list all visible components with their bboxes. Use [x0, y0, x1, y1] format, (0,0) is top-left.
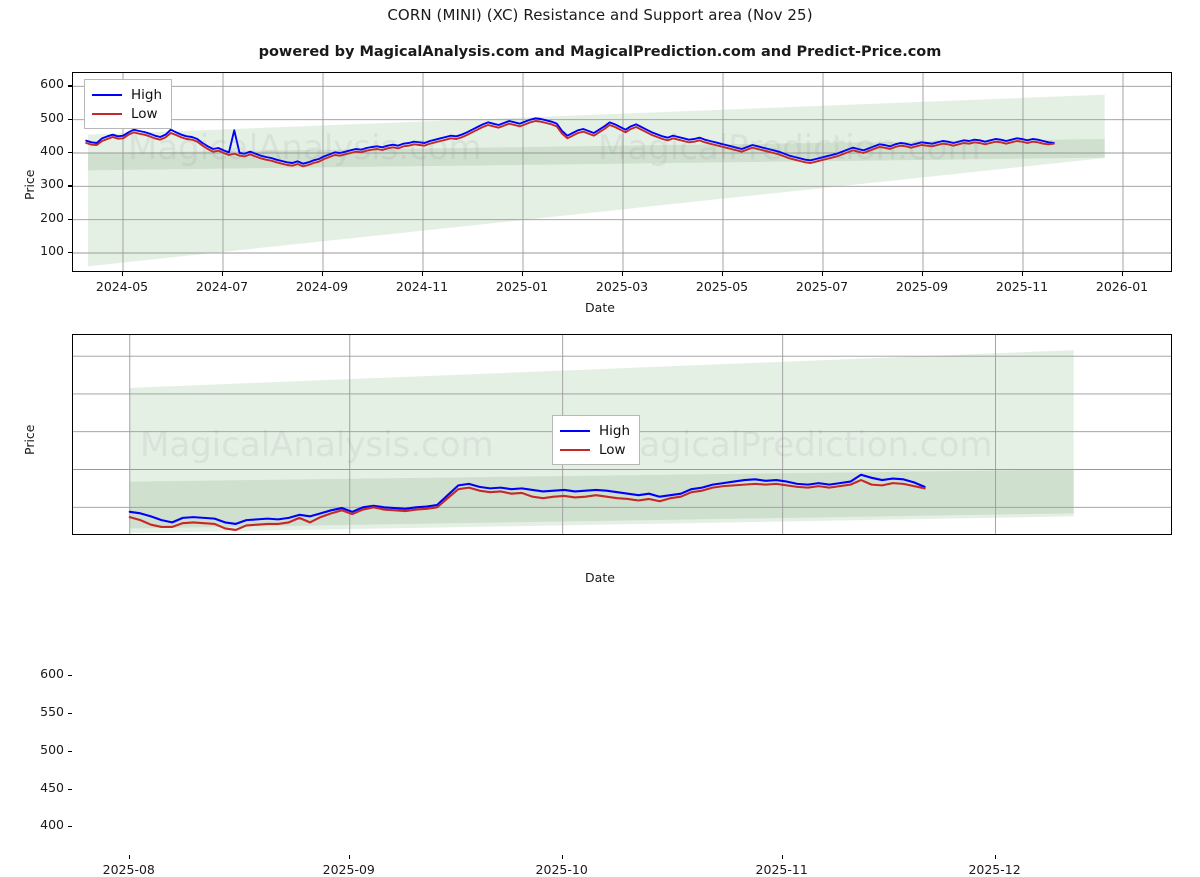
legend-row-low: Low [560, 440, 630, 459]
x-tick-label: 2025-09 [322, 862, 375, 877]
x-tick-mark [1122, 272, 1124, 276]
series-line-high [128, 473, 926, 525]
y-tick-label: 550 [40, 703, 64, 719]
y-tick-mark [68, 152, 72, 154]
x-tick-label: 2025-07 [795, 279, 849, 294]
page-title: CORN (MINI) (XC) Resistance and Support … [387, 6, 813, 24]
x-tick-mark [922, 272, 924, 276]
legend-row-high: High [560, 421, 630, 440]
y-tick-label: 500 [40, 741, 64, 757]
y-tick-label: 500 [40, 109, 64, 125]
y-tick-mark [68, 85, 72, 87]
bottom-legend[interactable]: High Low [552, 415, 641, 465]
x-tick-mark [122, 272, 124, 276]
x-tick-label: 2025-10 [535, 862, 588, 877]
y-tick-label: 450 [40, 779, 64, 795]
x-tick-label: 2025-09 [895, 279, 949, 294]
bottom-y-axis-label: Price [22, 424, 37, 456]
legend-label-high: High [599, 422, 631, 439]
legend-swatch-high [560, 429, 590, 432]
x-tick-label: 2025-11 [995, 279, 1049, 294]
x-tick-label: 2025-01 [495, 279, 549, 294]
chart-panel-top: Price Date 100 200 300 400 500 600 2024-05 202… [0, 0, 1200, 320]
x-tick-label: 2024-09 [295, 279, 349, 294]
y-tick-label: 400 [40, 817, 64, 833]
y-tick-mark [68, 185, 72, 187]
bottom-x-axis-label: Date [585, 570, 615, 585]
y-tick-mark [68, 218, 72, 220]
series-line-low [128, 479, 926, 531]
x-tick-mark [422, 272, 424, 276]
y-tick-mark [68, 252, 72, 254]
top-x-axis-label: Date [585, 300, 615, 315]
y-tick-mark [68, 118, 72, 120]
y-tick-label: 300 [40, 176, 64, 192]
y-tick-label: 600 [40, 76, 64, 92]
x-tick-mark [1022, 272, 1024, 276]
band-core-support-band [88, 139, 1105, 171]
x-tick-label: 2026-01 [1095, 279, 1149, 294]
legend-label-low: Low [131, 105, 158, 122]
y-tick-label: 100 [40, 243, 64, 258]
legend-label-high: High [131, 86, 163, 103]
series-line-high [85, 117, 1055, 165]
y-tick-label: 600 [40, 666, 64, 682]
top-legend[interactable]: High Low [84, 79, 173, 129]
x-tick-label: 2025-05 [695, 279, 749, 294]
legend-label-low: Low [599, 441, 626, 458]
chart-panel-bottom: Price Date 400 450 500 550 600 2025-08 2025-0… [0, 320, 1200, 877]
y-tick-label: 200 [40, 209, 64, 225]
top-plot-area [72, 72, 1172, 272]
x-tick-label: 2024-07 [195, 279, 249, 294]
x-tick-mark [622, 272, 624, 276]
x-tick-label: 2025-12 [968, 862, 1021, 877]
x-tick-mark [822, 272, 824, 276]
x-tick-label: 2025-03 [595, 279, 649, 294]
page-subtitle: powered by MagicalAnalysis.com and Magic… [258, 44, 942, 60]
x-tick-label: 2024-11 [395, 279, 449, 294]
x-tick-mark [128, 855, 130, 859]
legend-swatch-high [92, 93, 122, 96]
y-tick-mark [68, 750, 72, 752]
legend-swatch-low [560, 448, 590, 451]
y-tick-mark [68, 788, 72, 790]
x-tick-mark [222, 272, 224, 276]
legend-swatch-low [92, 112, 122, 115]
x-tick-mark [561, 855, 563, 859]
x-tick-label: 2025-11 [755, 862, 808, 877]
series-line-low [85, 120, 1055, 168]
x-tick-label: 2024-05 [95, 279, 149, 294]
y-tick-mark [68, 712, 72, 715]
y-tick-label: 400 [40, 143, 64, 158]
x-tick-mark [348, 855, 350, 859]
x-tick-label: 2025-08 [102, 862, 155, 877]
legend-row-low: Low [92, 104, 162, 123]
band-support-resistance-wedge [88, 94, 1105, 267]
x-tick-mark [994, 855, 996, 859]
x-tick-mark [522, 272, 524, 276]
x-tick-mark [781, 855, 783, 859]
x-tick-mark [322, 272, 324, 276]
y-tick-mark [68, 826, 72, 828]
top-plot-svg [73, 73, 1171, 271]
legend-row-high: High [92, 85, 162, 104]
x-tick-mark [722, 272, 724, 276]
y-tick-mark [68, 675, 72, 677]
